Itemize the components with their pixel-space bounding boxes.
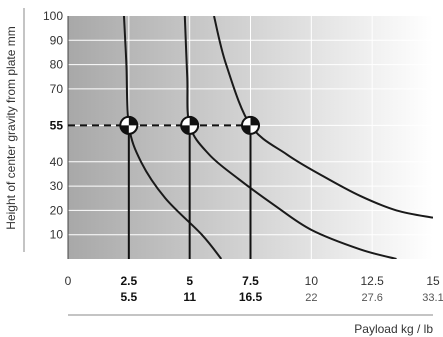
y-tick-label: 100 [43,9,63,23]
y-tick-label: 70 [50,82,64,96]
x-tick-label-lb: 27.6 [361,292,382,304]
marker-quadrant [181,125,190,134]
y-tick-label: 10 [50,228,64,242]
y-tick-label: 30 [50,179,64,193]
marker-quadrant [242,125,251,134]
x-tick-label-lb: 16.5 [239,290,263,304]
x-tick-label-kg: 2.5 [120,274,137,288]
x-tick-label-kg: 15 [426,274,440,288]
payload-curve-1 [122,16,223,259]
marker-quadrant [250,116,259,126]
x-tick-label-lb: 5.5 [120,290,137,304]
marker-quadrant [120,125,129,134]
payload-curve-2 [183,16,397,259]
x-tick-labels: 0 2.5 5.5 5 11 7.5 16.5 10 22 12.5 27.6 15 33.1 [65,274,443,304]
x-tick-label-lb: 33.1 [422,292,443,304]
x-tick-label-kg: 0 [65,274,72,288]
x-tick-label-lb: 22 [305,292,317,304]
axes [23,8,433,316]
x-axis-title: Payload kg / lb [354,322,433,336]
marker-quadrant [189,116,199,126]
y-tick-label: 90 [50,33,64,47]
payload-markers [119,115,260,135]
y-tick-labels: 10 20 30 40 55 70 80 90 100 [43,9,63,242]
y-tick-label: 55 [50,118,64,132]
x-tick-label-kg: 10 [305,274,319,288]
x-tick-label-kg: 7.5 [242,274,259,288]
payload-marker [180,115,200,135]
marker-quadrant [128,116,138,126]
payload-curves [122,16,433,259]
payload-marker [119,115,139,135]
x-tick-label-kg: 12.5 [360,274,384,288]
reference-lines [68,124,252,259]
y-tick-label: 40 [50,155,64,169]
x-tick-label-lb: 11 [183,290,196,304]
payload-marker [241,115,260,135]
payload-curve-3 [213,16,433,219]
y-axis-title: Height of center gravity from plate mm [4,26,18,229]
y-tick-label: 20 [50,203,64,217]
x-tick-label-kg: 5 [186,274,193,288]
y-tick-label: 80 [50,58,64,72]
